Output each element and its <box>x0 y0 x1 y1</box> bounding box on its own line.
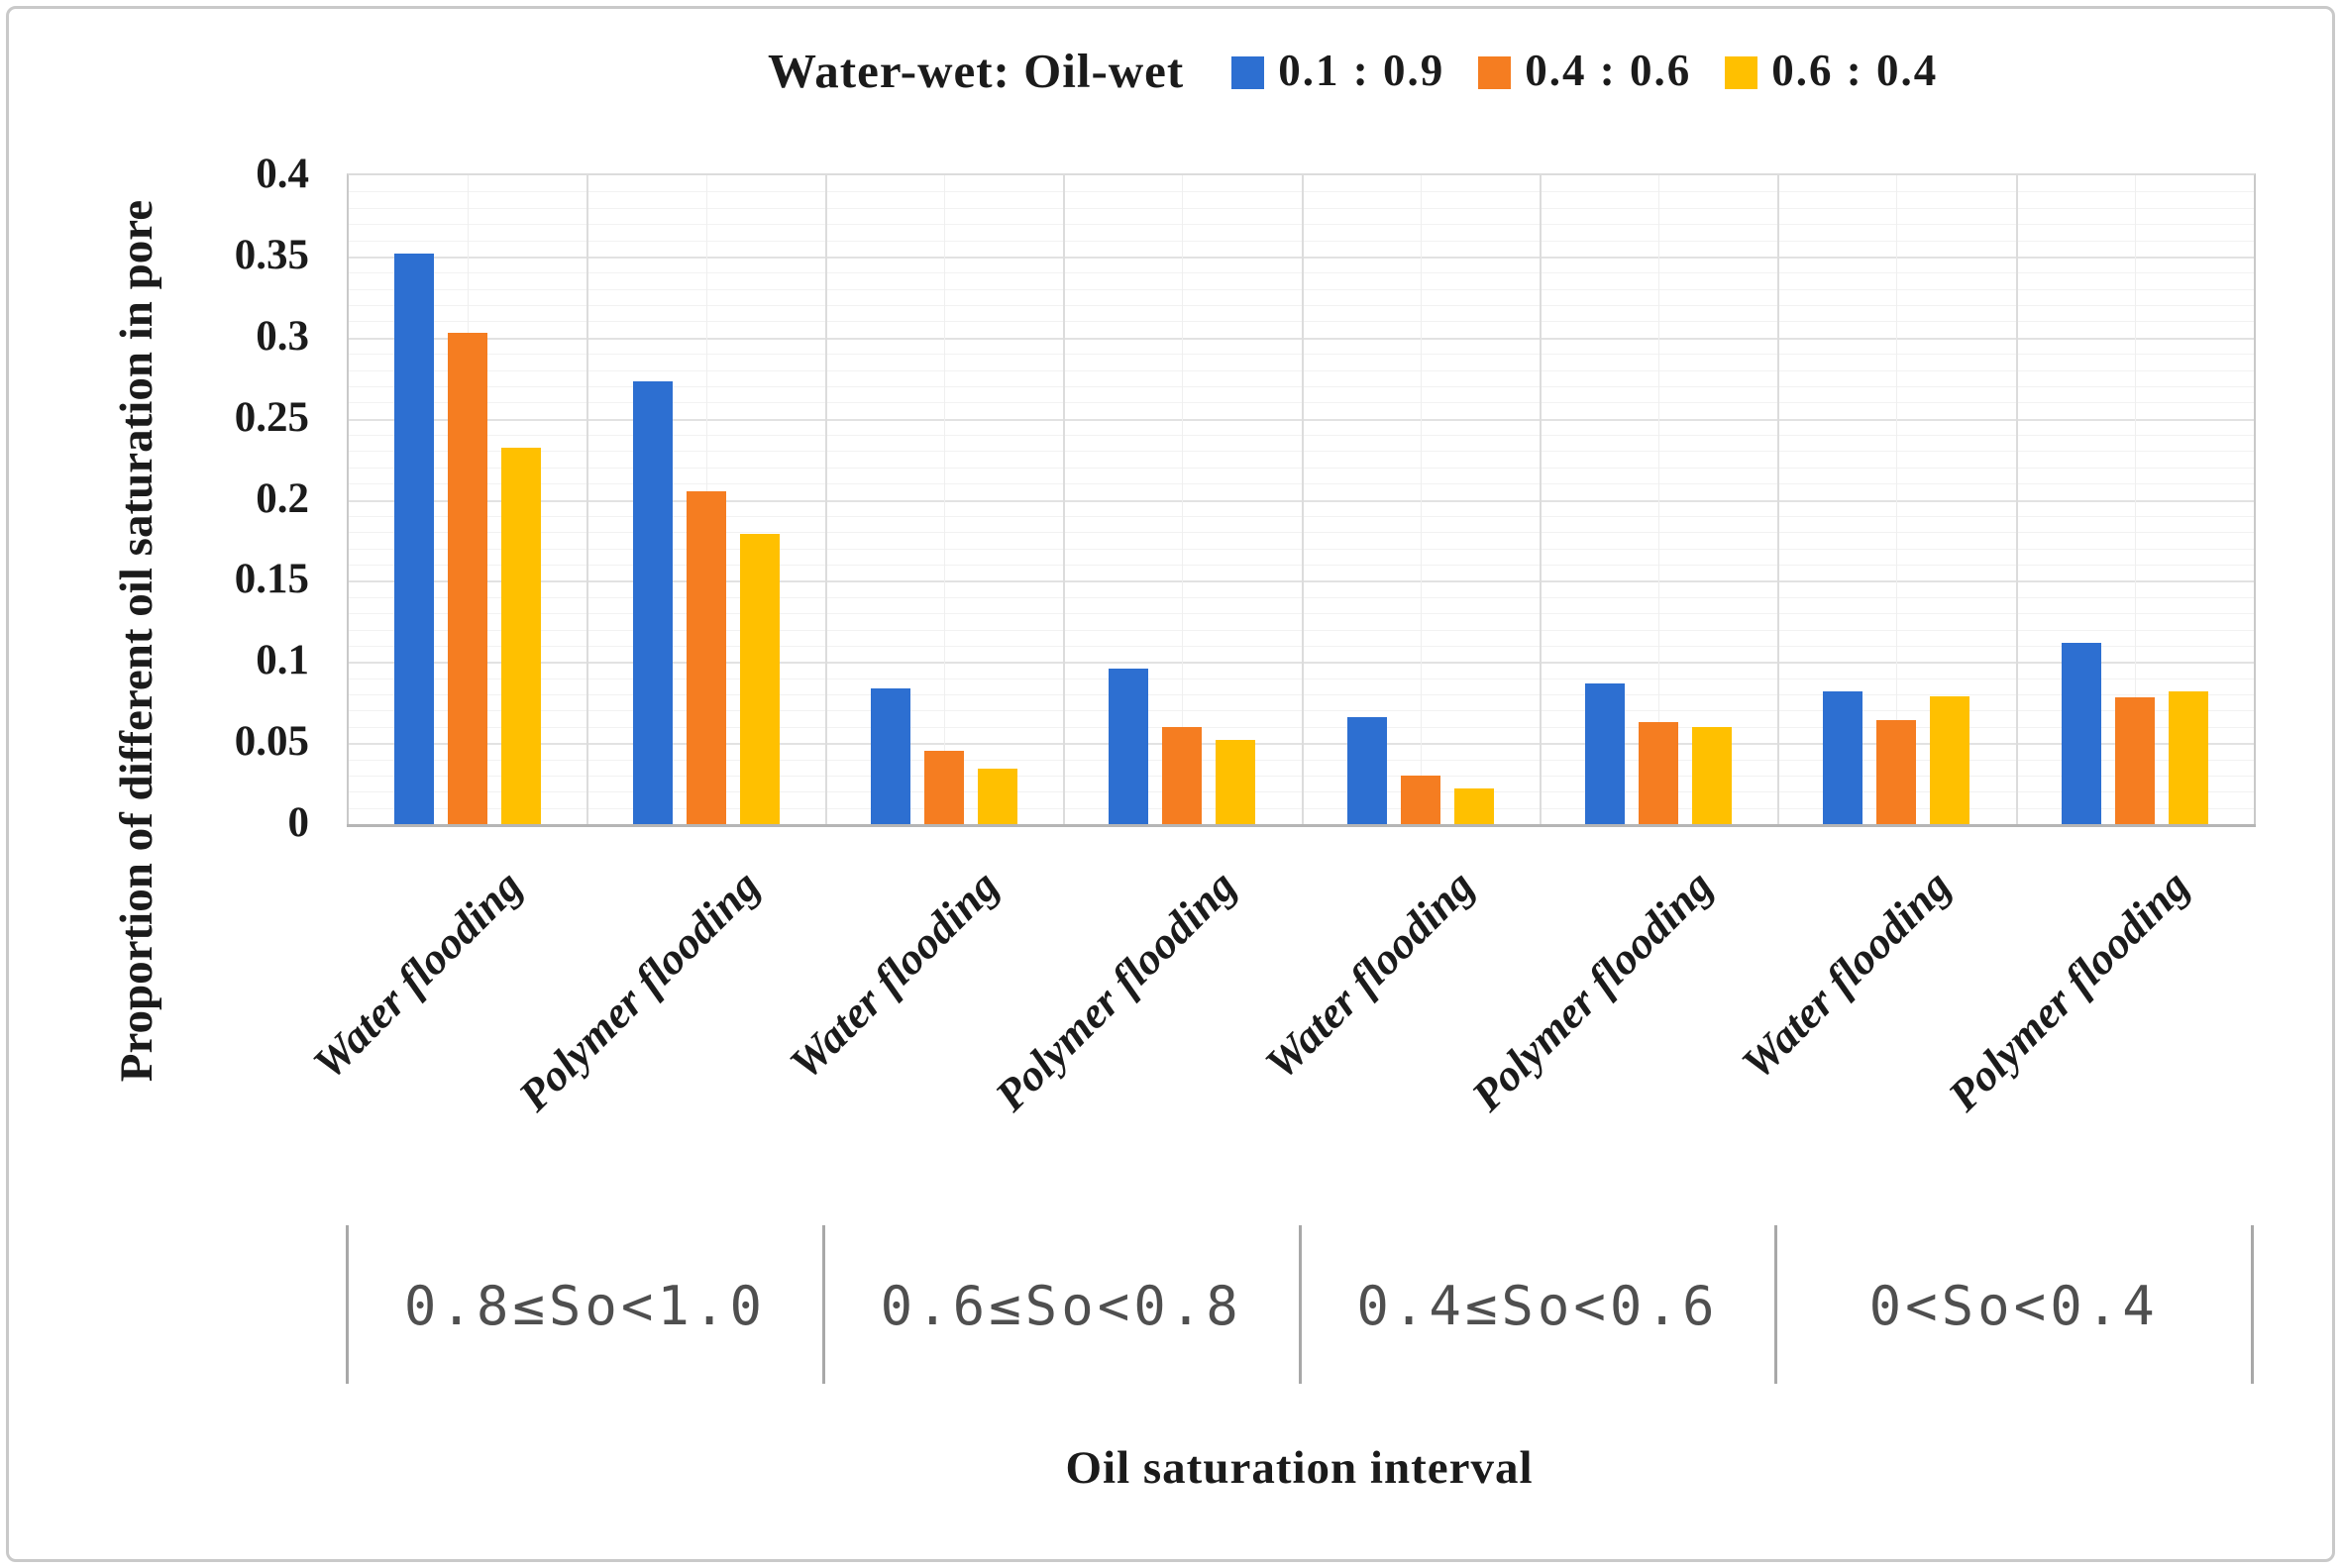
legend-swatch <box>1231 55 1265 89</box>
x-axis-line <box>347 824 2256 827</box>
interval-group-label: 0.6≤So<0.8 <box>880 1274 1242 1337</box>
bar <box>1453 788 1494 824</box>
y-tick-label: 0 <box>287 799 310 846</box>
legend-label: 0.4 : 0.6 <box>1525 46 1692 95</box>
category-center-gridline <box>1896 175 1898 824</box>
bar <box>1400 775 1440 824</box>
legend-label: 0.1 : 0.9 <box>1278 46 1445 95</box>
y-tick-label: 0.3 <box>256 312 309 360</box>
bar <box>923 751 964 824</box>
legend: 0.1 : 0.9 0.4 : 0.6 0.6 : 0.4 <box>1231 45 1938 96</box>
bar <box>1876 720 1917 824</box>
y-tick-label: 0.25 <box>234 393 309 441</box>
bar <box>1823 690 1863 824</box>
bar <box>2168 690 2208 824</box>
bar <box>686 491 726 824</box>
bar <box>1930 695 1970 824</box>
bar <box>632 381 673 824</box>
y-tick-label: 0.15 <box>234 556 309 603</box>
bar <box>1162 726 1203 824</box>
plot-area <box>347 173 2256 827</box>
bar <box>1216 739 1256 824</box>
bar <box>870 687 910 825</box>
bar <box>1109 668 1149 824</box>
interval-divider <box>821 1225 825 1384</box>
y-tick-label: 0.35 <box>234 231 309 278</box>
bar <box>2114 697 2155 824</box>
bar <box>1346 716 1387 824</box>
y-tick-label: 0.2 <box>256 474 309 522</box>
legend-item: 0.1 : 0.9 <box>1231 45 1444 96</box>
legend-swatch <box>1478 55 1512 89</box>
legend-label: 0.6 : 0.4 <box>1771 46 1939 95</box>
y-tick-label: 0.05 <box>234 718 309 766</box>
chart-title: Water-wet: Oil-wet <box>768 43 1185 98</box>
x-axis-title: Oil saturation interval <box>1065 1442 1534 1494</box>
category-boundary-gridline <box>824 175 827 824</box>
interval-divider <box>2251 1225 2254 1384</box>
bar <box>501 448 542 824</box>
category-boundary-gridline <box>1063 175 1066 824</box>
category-boundary-gridline <box>586 175 589 824</box>
category-center-gridline <box>2134 175 2136 824</box>
legend-item: 0.6 : 0.4 <box>1725 45 1938 96</box>
interval-row: 0.8≤So<1.0 0.6≤So<0.8 0.4≤So<0.6 0<So<0.4 <box>346 1225 2254 1384</box>
y-tick-label: 0.4 <box>256 151 309 197</box>
bar <box>448 332 488 824</box>
legend-item: 0.4 : 0.6 <box>1478 45 1691 96</box>
interval-group-label: 0.4≤So<0.6 <box>1356 1274 1719 1337</box>
category-boundary-gridline <box>1301 175 1304 824</box>
bar <box>1692 726 1733 824</box>
interval-group-label: 0.8≤So<1.0 <box>403 1274 766 1337</box>
bar <box>1585 682 1626 824</box>
interval-divider <box>1298 1225 1302 1384</box>
category-boundary-gridline <box>1777 175 1780 824</box>
category-center-gridline <box>1658 175 1660 824</box>
category-boundary-gridline <box>1539 175 1542 824</box>
category-center-gridline <box>943 175 945 824</box>
bar <box>1639 721 1679 824</box>
category-center-gridline <box>1182 175 1184 824</box>
chart-header: Water-wet: Oil-wet 0.1 : 0.9 0.4 : 0.6 0.6… <box>768 34 2242 107</box>
bar <box>739 533 780 824</box>
bar <box>977 769 1017 824</box>
interval-divider <box>346 1225 349 1384</box>
interval-divider <box>1774 1225 1778 1384</box>
bar <box>394 253 435 824</box>
bar <box>2061 642 2101 824</box>
legend-swatch <box>1725 55 1758 89</box>
interval-group-label: 0<So<0.4 <box>1868 1274 2159 1337</box>
category-center-gridline <box>1420 175 1422 824</box>
y-tick-label: 0.1 <box>256 637 309 684</box>
category-boundary-gridline <box>2015 175 2018 824</box>
